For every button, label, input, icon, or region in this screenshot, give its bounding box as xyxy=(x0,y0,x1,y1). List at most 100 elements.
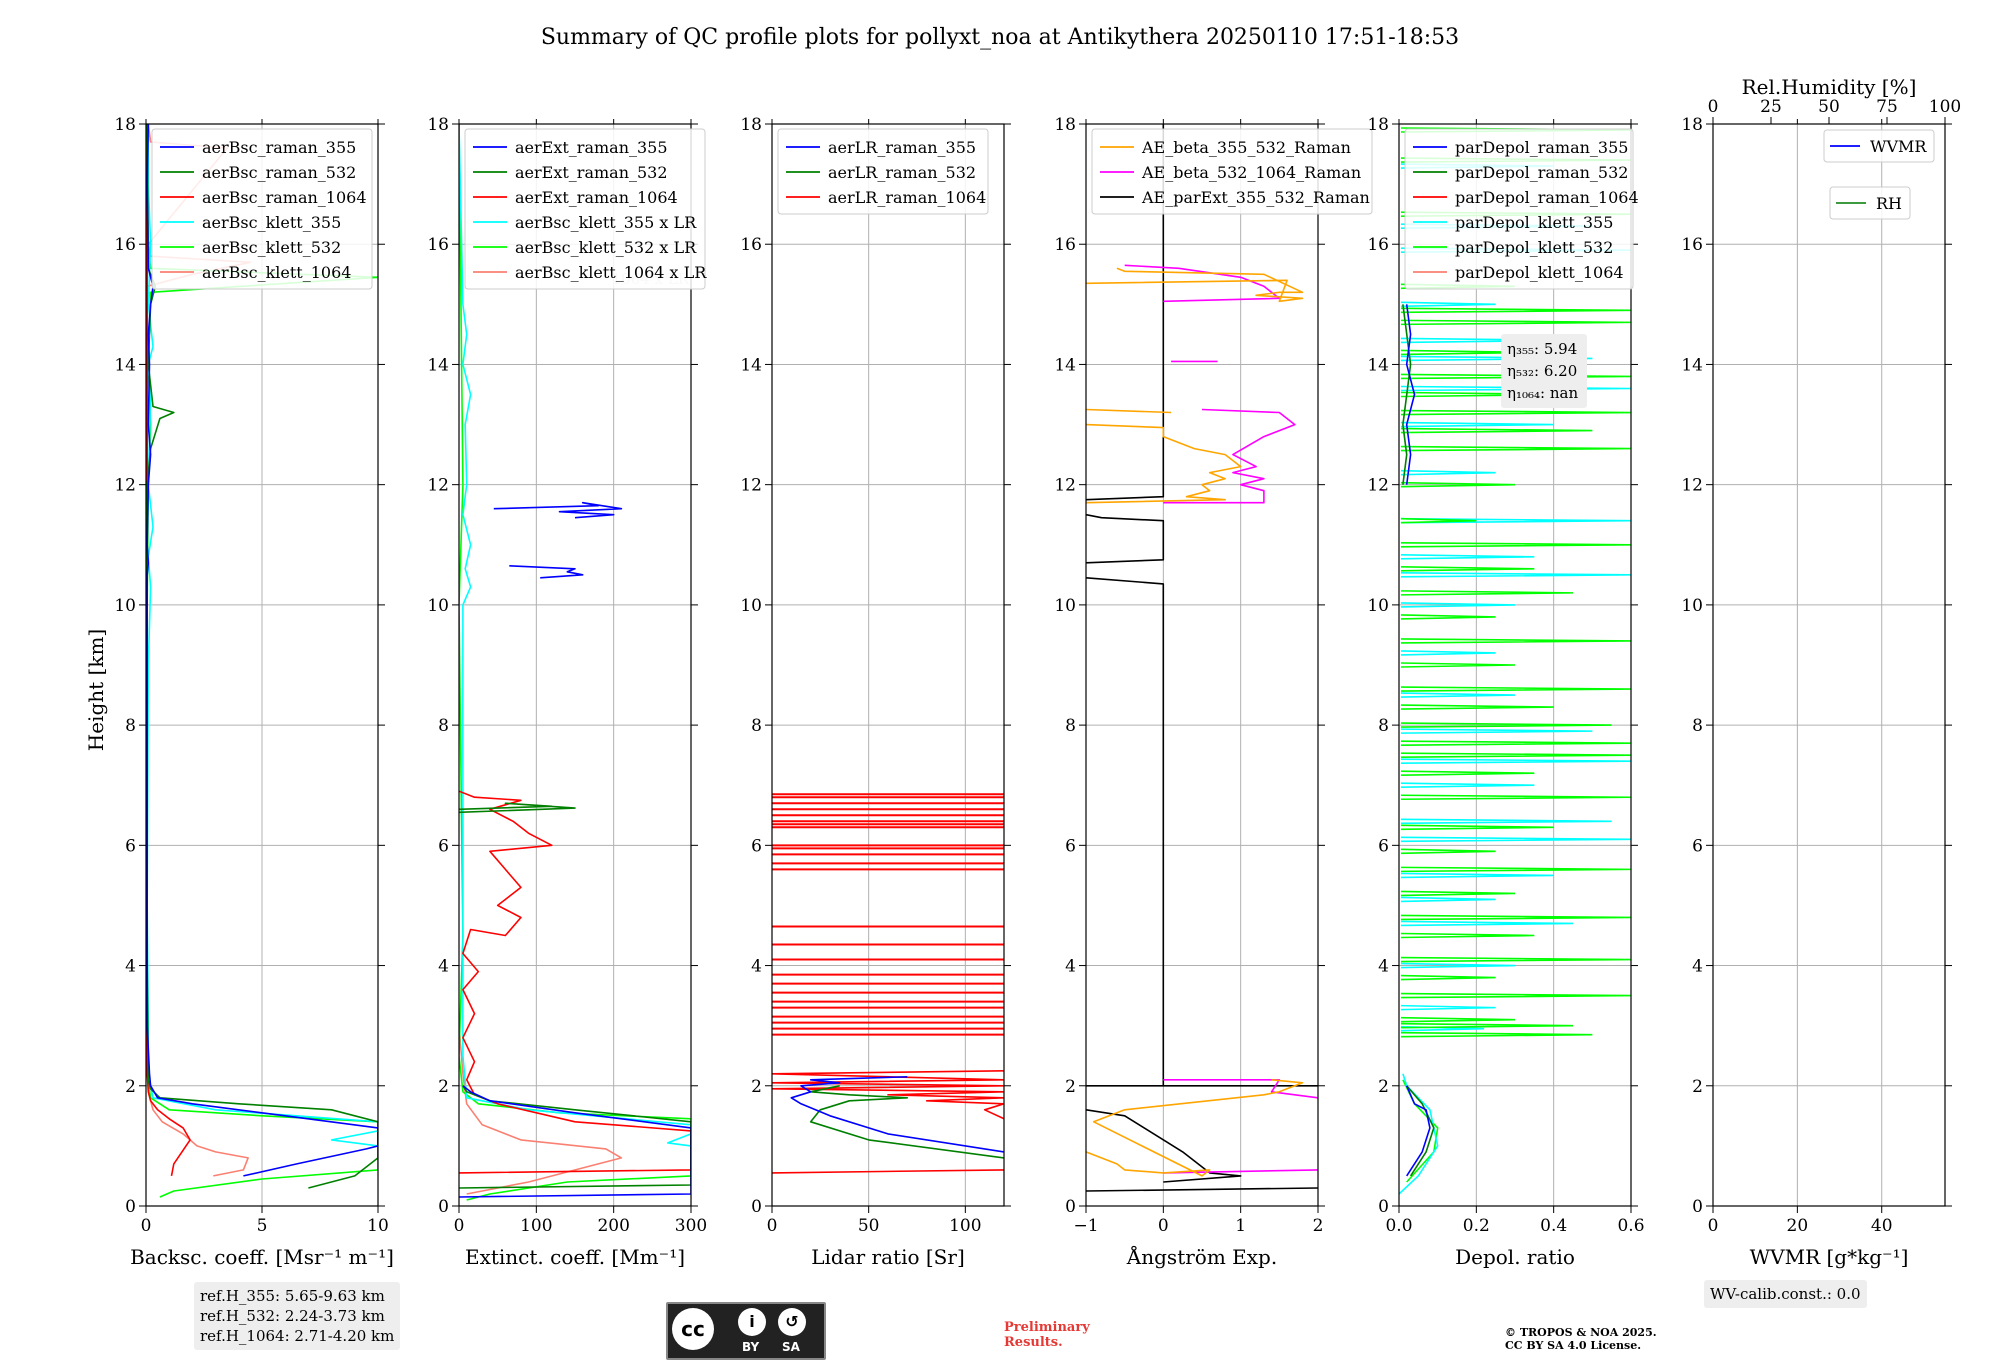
y-axis-label: Height [km] xyxy=(84,629,108,751)
copyright-note: © TROPOS & NOA 2025. CC BY SA 4.0 Licens… xyxy=(1505,1326,1657,1352)
y-tick-label: 6 xyxy=(1378,836,1389,856)
y-tick-label: 10 xyxy=(740,596,762,616)
y-tick-label: 4 xyxy=(751,957,762,977)
depol-spike-lime xyxy=(1400,638,1631,644)
depol-spike-lime xyxy=(1400,686,1631,692)
y-tick-label: 8 xyxy=(1378,716,1389,736)
wv-calib-text: WV-calib.const.: 0.0 xyxy=(1710,1285,1861,1303)
series-line-aerExt_raman_532 xyxy=(459,802,576,814)
depol-spike-lime xyxy=(1400,319,1631,326)
series-line-AE_parExt_355_532_Raman xyxy=(1086,513,1165,564)
x-tick-label: 100 xyxy=(520,1216,552,1236)
x-tick-label: 0.4 xyxy=(1540,1216,1567,1236)
panel-frame xyxy=(458,123,692,1207)
annotation-line: η₅₃₂: 6.20 xyxy=(1507,362,1577,380)
by-attribution-icon: i xyxy=(738,1308,766,1336)
series-line-AE_parExt_355_532_Raman xyxy=(1086,1109,1242,1183)
depol-spike-lime xyxy=(1400,956,1631,963)
legend-label: aerBsc_klett_1064 x LR xyxy=(515,263,707,282)
top-x-tick-label: 50 xyxy=(1818,97,1840,117)
legend-label: aerBsc_klett_532 x LR xyxy=(515,238,697,257)
depol-spike-lime xyxy=(1400,890,1516,897)
legend-label: parDepol_klett_355 xyxy=(1455,213,1613,232)
cc-logo-icon: cc xyxy=(672,1308,714,1350)
depol-spike-lime xyxy=(1400,848,1496,855)
legend-label: parDepol_raman_532 xyxy=(1455,163,1628,182)
series-line-aerExt_raman_532 xyxy=(459,1085,691,1189)
y-tick-label: 12 xyxy=(1367,476,1389,496)
y-tick-label: 18 xyxy=(1681,115,1703,135)
depol-spike-lime xyxy=(1400,590,1574,596)
x-tick-label: 0.2 xyxy=(1463,1216,1490,1236)
panel-depol: 0.0 0.2 0.4 0.6 0 2 4 6 8 10 12 14 16 18 Depol. ratio p… xyxy=(1367,115,1644,1269)
legend-label: aerLR_raman_355 xyxy=(828,138,976,157)
x-axis-label: WVMR [g*kg⁻¹] xyxy=(1750,1245,1909,1269)
series-line-aerBsc_raman_1064 xyxy=(146,124,191,1177)
depol-spike-cyan xyxy=(1400,554,1535,560)
y-tick-label: 2 xyxy=(1065,1077,1076,1097)
x-tick-label: −1 xyxy=(1073,1216,1098,1236)
x-tick-label: 0.6 xyxy=(1617,1216,1644,1236)
y-tick-label: 8 xyxy=(1692,716,1703,736)
legend-label: parDepol_klett_1064 xyxy=(1455,263,1624,282)
top-x-tick-label: 100 xyxy=(1929,97,1961,117)
depol-spike-lime xyxy=(1400,992,1631,999)
depol-spike-lime xyxy=(1400,722,1612,728)
depol-spike-lime xyxy=(1400,427,1593,434)
y-tick-label: 0 xyxy=(1378,1197,1389,1217)
y-tick-label: 6 xyxy=(438,836,449,856)
legend-label: aerExt_raman_532 xyxy=(515,163,668,182)
series-line-AE_beta_532_1064_Raman xyxy=(1163,1079,1318,1099)
depol-spike-cyan xyxy=(1400,872,1554,879)
depol-spike-cyan xyxy=(1400,728,1593,734)
panel-frame xyxy=(1085,123,1319,1207)
legend-label: AE_parExt_355_532_Raman xyxy=(1141,188,1370,207)
depol-spike-lime xyxy=(1400,866,1631,873)
series-line-aerExt_raman_355 xyxy=(493,501,623,519)
y-tick-label: 10 xyxy=(1054,596,1076,616)
legend-label: RH xyxy=(1876,194,1902,213)
y-tick-label: 8 xyxy=(751,716,762,736)
legend-label: aerBsc_raman_1064 xyxy=(202,188,367,207)
depol-spike-cyan xyxy=(1400,782,1535,789)
y-tick-label: 16 xyxy=(114,235,136,255)
depol-spike-lime xyxy=(1400,541,1631,548)
depol-spike-lime xyxy=(1400,481,1516,488)
x-tick-label: 1 xyxy=(1235,1216,1246,1236)
panel-lidarratio: 0 50 100 0 2 4 6 8 10 12 14 16 18 Lidar ratio [Sr] aer… xyxy=(740,115,1011,1269)
y-tick-label: 6 xyxy=(125,836,136,856)
depol-spike-cyan xyxy=(1400,469,1496,476)
legend-label: aerBsc_raman_532 xyxy=(202,163,356,182)
x-tick-label: 0 xyxy=(454,1216,465,1236)
series-line-parDepol_raman_532 xyxy=(1402,304,1412,485)
refh-355: ref.H_355: 5.65-9.63 km xyxy=(200,1287,385,1305)
x-axis-label: Lidar ratio [Sr] xyxy=(811,1245,965,1269)
y-tick-label: 8 xyxy=(125,716,136,736)
y-tick-label: 8 xyxy=(438,716,449,736)
x-tick-label: 200 xyxy=(597,1216,629,1236)
depol-spike-cyan xyxy=(1400,962,1516,969)
y-tick-label: 16 xyxy=(427,235,449,255)
y-tick-label: 12 xyxy=(1681,476,1703,496)
cc-license-badge[interactable]: cc i ↺ BY SA xyxy=(666,1302,826,1360)
refh-1064: ref.H_1064: 2.71-4.20 km xyxy=(200,1327,395,1345)
y-tick-label: 14 xyxy=(114,355,136,375)
depol-spike-cyan xyxy=(1400,301,1496,308)
y-tick-label: 10 xyxy=(114,596,136,616)
depol-spike-lime xyxy=(1400,824,1554,831)
depol-spike-lime xyxy=(1400,1022,1574,1029)
panel-data xyxy=(772,793,1004,1174)
series-line-parDepol_raman_532 xyxy=(1406,1085,1435,1177)
x-tick-label: 300 xyxy=(675,1216,707,1236)
y-tick-label: 18 xyxy=(1367,115,1389,135)
depol-spike-cyan xyxy=(1400,572,1631,578)
depol-spike-cyan xyxy=(1400,355,1593,362)
depol-spike-cyan xyxy=(1400,836,1631,843)
legend-box xyxy=(1091,128,1373,215)
legend-label: AE_beta_355_532_Raman xyxy=(1141,138,1351,157)
depol-spike-lime xyxy=(1400,662,1516,668)
annotation-line: η₁₀₆₄: nan xyxy=(1507,384,1578,402)
